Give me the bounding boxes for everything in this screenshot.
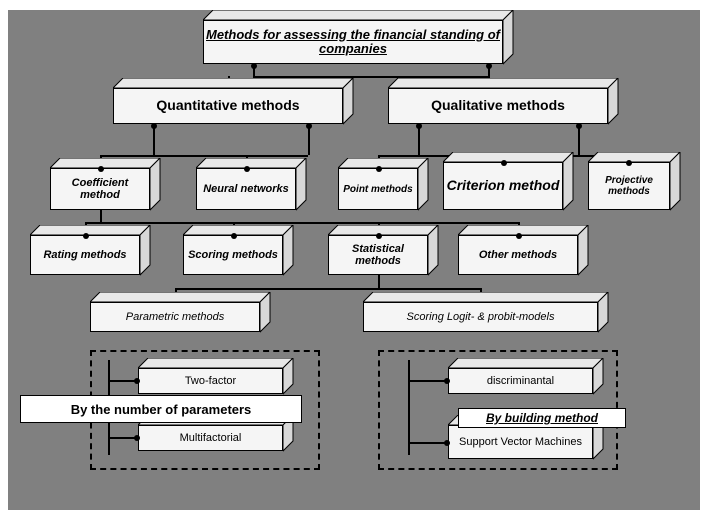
box-label-title: Methods for assessing the financial stan… bbox=[203, 20, 503, 64]
edge-23 bbox=[175, 288, 480, 290]
dot-18 bbox=[444, 440, 450, 446]
box-label-scoringlogit: Scoring Logit- & probit-models bbox=[363, 302, 598, 332]
box-label-quantitative: Quantitative methods bbox=[113, 88, 343, 124]
box-rating: Rating methods bbox=[30, 235, 150, 285]
box-label-discriminantal: discriminantal bbox=[448, 368, 593, 394]
box-label-parametric: Parametric methods bbox=[90, 302, 260, 332]
box-scoringlogit: Scoring Logit- & probit-models bbox=[363, 302, 608, 342]
box-label-qualitative: Qualitative methods bbox=[388, 88, 608, 124]
dot-4 bbox=[416, 123, 422, 129]
box-qualitative: Qualitative methods bbox=[388, 88, 618, 134]
overlay-by-params: By the number of parameters bbox=[20, 395, 302, 423]
box-neural: Neural networks bbox=[196, 168, 306, 220]
dot-5 bbox=[576, 123, 582, 129]
box-label-other: Other methods bbox=[458, 235, 578, 275]
box-label-statistical: Statistical methods bbox=[328, 235, 428, 275]
dot-11 bbox=[83, 233, 89, 239]
box-discriminantal: discriminantal bbox=[448, 368, 603, 404]
box-label-coefficient: Coefficient method bbox=[50, 168, 150, 210]
box-criterion: Criterion method bbox=[443, 162, 573, 220]
box-parametric: Parametric methods bbox=[90, 302, 270, 342]
box-point: Point methods bbox=[338, 168, 428, 220]
box-quantitative: Quantitative methods bbox=[113, 88, 353, 134]
dot-14 bbox=[516, 233, 522, 239]
dot-9 bbox=[501, 160, 507, 166]
dot-16 bbox=[134, 435, 140, 441]
box-label-multifactorial: Multifactorial bbox=[138, 425, 283, 451]
overlay-by-method: By building method bbox=[458, 408, 626, 428]
box-label-rating: Rating methods bbox=[30, 235, 140, 275]
diagram-canvas: Methods for assessing the financial stan… bbox=[8, 10, 700, 510]
box-title: Methods for assessing the financial stan… bbox=[203, 20, 513, 74]
dot-8 bbox=[376, 166, 382, 172]
dot-17 bbox=[444, 378, 450, 384]
dot-12 bbox=[231, 233, 237, 239]
box-statistical: Statistical methods bbox=[328, 235, 438, 285]
box-scoring: Scoring methods bbox=[183, 235, 293, 285]
dot-1 bbox=[486, 63, 492, 69]
box-label-two-factor: Two-factor bbox=[138, 368, 283, 394]
dot-15 bbox=[134, 378, 140, 384]
box-label-neural: Neural networks bbox=[196, 168, 296, 210]
dot-13 bbox=[376, 233, 382, 239]
box-multifactorial: Multifactorial bbox=[138, 425, 293, 461]
box-label-scoring: Scoring methods bbox=[183, 235, 283, 275]
edge-17 bbox=[85, 222, 518, 224]
box-coefficient: Coefficient method bbox=[50, 168, 160, 220]
box-projective: Projective methods bbox=[588, 162, 680, 220]
box-other: Other methods bbox=[458, 235, 588, 285]
dot-10 bbox=[626, 160, 632, 166]
box-label-projective: Projective methods bbox=[588, 162, 670, 210]
dot-0 bbox=[251, 63, 257, 69]
box-label-svm: Support Vector Machines bbox=[448, 425, 593, 459]
box-svm: Support Vector Machines bbox=[448, 425, 603, 469]
dot-7 bbox=[244, 166, 250, 172]
box-label-point: Point methods bbox=[338, 168, 418, 210]
box-label-criterion: Criterion method bbox=[443, 162, 563, 210]
edge-7 bbox=[100, 155, 308, 157]
dot-6 bbox=[98, 166, 104, 172]
dot-3 bbox=[306, 123, 312, 129]
dot-2 bbox=[151, 123, 157, 129]
